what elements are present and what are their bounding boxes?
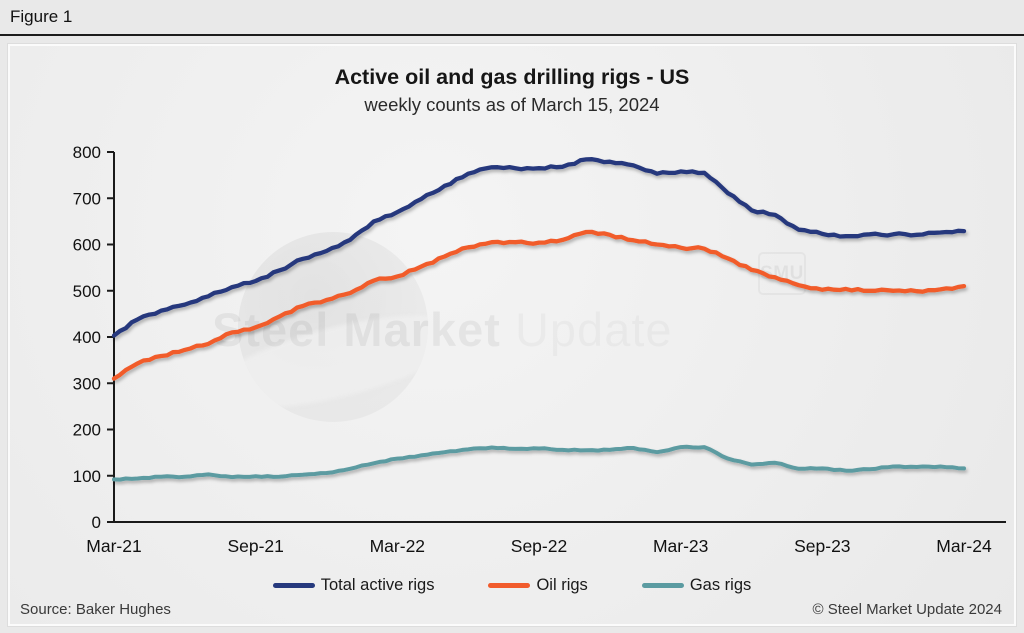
y-tick-label: 500 [73,282,101,301]
series-line-oil-rigs [111,229,967,381]
chart-subtitle: weekly counts as of March 15, 2024 [364,94,660,115]
legend-item-gas-rigs: Gas rigs [641,576,752,595]
legend-swatch [488,583,531,588]
source-note: Source: Baker Hughes [20,601,171,618]
legend-item-total-active-rigs: Total active rigs [272,576,435,595]
y-tick-label: 200 [73,421,101,440]
y-tick-label: 700 [73,189,101,208]
x-tick-label: Mar-23 [653,536,708,556]
chart-title: Active oil and gas drilling rigs - US [334,65,690,89]
chart-legend: Total active rigs Oil rigs Gas rigs [10,576,1014,595]
top-divider [0,34,1024,36]
legend-swatch [272,583,315,588]
chart-panel: Steel Market Update SMU Active oil and g… [8,44,1016,626]
x-tick-label: Mar-22 [370,536,425,556]
y-tick-label: 0 [92,513,101,532]
x-tick-label: Sep-21 [227,536,283,556]
x-tick-label: Sep-22 [511,536,567,556]
smu-logo-watermark [238,232,428,422]
watermark-text: Steel Market Update [212,304,832,356]
y-tick-label: 800 [73,143,101,162]
y-tick-label: 400 [73,328,101,347]
y-tick-label: 300 [73,374,101,393]
series-line-gas-rigs [112,444,966,482]
copyright-note: © Steel Market Update 2024 [812,601,1003,618]
watermark-text-bold: Steel Market [212,303,501,356]
series-line-total-active-rigs [111,157,967,338]
x-tick-label: Sep-23 [794,536,850,556]
x-tick-label: Mar-21 [86,536,141,556]
legend-swatch [641,583,684,588]
y-tick-label: 100 [73,467,101,486]
legend-label: Total active rigs [320,576,435,594]
x-tick-label: Mar-24 [936,536,992,556]
legend-item-oil-rigs: Oil rigs [488,576,588,595]
y-tick-label: 600 [73,236,101,255]
legend-label: Gas rigs [689,576,752,594]
line-chart: 0 100 200 300 400 500 600 700 800 Mar-21 Sep-21 Mar… [73,143,1006,556]
figure-label: Figure 1 [10,7,73,26]
legend-label: Oil rigs [536,576,588,594]
axis-lines [113,152,1006,523]
